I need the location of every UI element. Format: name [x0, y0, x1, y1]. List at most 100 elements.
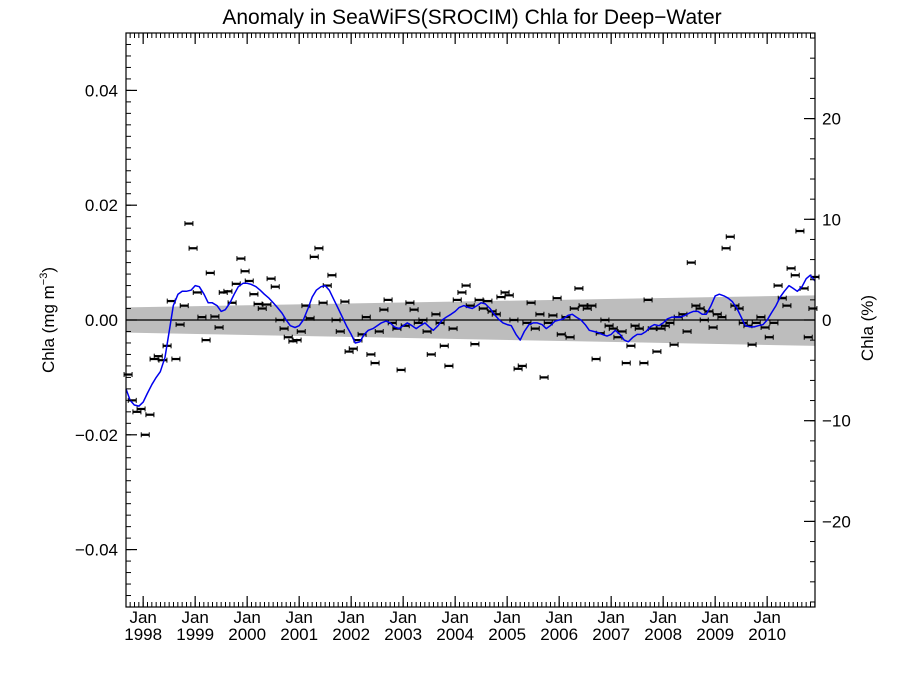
smoothed-line	[125, 274, 816, 407]
x-tick-month: Jan	[233, 608, 260, 627]
y2-tick-label: 20	[822, 110, 841, 129]
data-point	[314, 245, 324, 251]
data-point	[656, 326, 666, 332]
data-point	[457, 289, 467, 295]
data-point	[500, 289, 510, 295]
data-point	[426, 351, 436, 357]
data-point	[266, 276, 276, 282]
tick-labels-group: Jan1998Jan1999Jan2000Jan2001Jan2002Jan20…	[75, 81, 851, 644]
data-point	[686, 260, 696, 266]
data-point	[444, 363, 454, 369]
data-point	[149, 356, 159, 362]
x-tick-year: 2005	[488, 625, 526, 644]
data-point	[769, 320, 779, 326]
x-tick-year: 2001	[280, 625, 318, 644]
data-point	[634, 326, 644, 332]
data-point	[530, 326, 540, 332]
y2-axis-label: Chla (%)	[858, 295, 877, 361]
data-point	[409, 307, 419, 313]
data-point	[145, 412, 155, 418]
data-point	[439, 343, 449, 349]
data-point	[695, 306, 705, 312]
data-point	[175, 322, 185, 328]
data-point	[383, 297, 393, 303]
data-point	[669, 342, 679, 348]
data-point	[556, 331, 566, 337]
x-tick-year: 2000	[228, 625, 266, 644]
data-point	[652, 349, 662, 355]
data-point	[270, 284, 280, 290]
x-tick-year: 2002	[332, 625, 370, 644]
data-point	[630, 323, 640, 329]
data-point	[405, 300, 415, 306]
data-point	[626, 343, 636, 349]
data-point	[171, 356, 181, 362]
x-tick-month: Jan	[389, 608, 416, 627]
data-point	[552, 295, 562, 301]
data-point	[262, 302, 272, 308]
data-point	[526, 300, 536, 306]
data-point	[509, 317, 519, 323]
y-axis-label: Chla (mg m−3)	[38, 267, 58, 373]
data-point	[223, 288, 233, 294]
data-point	[253, 301, 263, 307]
data-point	[201, 337, 211, 343]
data-point	[504, 292, 514, 298]
data-point	[569, 306, 579, 312]
x-tick-year: 2010	[748, 625, 786, 644]
data-point	[396, 367, 406, 373]
data-point	[309, 254, 319, 260]
data-point	[496, 294, 506, 300]
data-point	[712, 311, 722, 317]
data-point	[379, 307, 389, 313]
x-tick-month: Jan	[441, 608, 468, 627]
data-point	[205, 270, 215, 276]
data-point	[587, 303, 597, 309]
data-point	[786, 265, 796, 271]
data-point	[361, 314, 371, 320]
data-point	[725, 234, 735, 240]
data-point	[474, 297, 484, 303]
data-point	[600, 317, 610, 323]
data-point	[513, 366, 523, 372]
y2-tick-label: 10	[822, 210, 841, 229]
data-point	[639, 360, 649, 366]
x-tick-year: 2004	[436, 625, 474, 644]
data-point	[422, 328, 432, 334]
x-tick-year: 2007	[592, 625, 630, 644]
data-point	[773, 283, 783, 289]
data-point	[179, 303, 189, 309]
data-point	[366, 351, 376, 357]
x-tick-year: 2003	[384, 625, 422, 644]
data-point	[708, 324, 718, 330]
data-point	[691, 303, 701, 309]
x-tick-month: Jan	[493, 608, 520, 627]
data-point	[699, 317, 709, 323]
data-point	[158, 357, 168, 363]
data-point	[756, 314, 766, 320]
data-point	[283, 334, 293, 340]
y2-tick-label: 0	[822, 311, 831, 330]
data-point	[184, 221, 194, 227]
x-tick-year: 1998	[124, 625, 162, 644]
y-tick-label: 0.04	[85, 81, 118, 100]
data-point	[249, 291, 259, 297]
y-axis-label-close: )	[39, 267, 58, 273]
data-point	[296, 328, 306, 334]
data-point	[795, 228, 805, 234]
x-tick-month: Jan	[753, 608, 780, 627]
x-tick-month: Jan	[181, 608, 208, 627]
x-tick-month: Jan	[337, 608, 364, 627]
data-point	[418, 317, 428, 323]
data-point	[214, 324, 224, 330]
data-point	[565, 334, 575, 340]
axes-group	[125, 32, 816, 608]
x-tick-month: Jan	[597, 608, 624, 627]
data-point	[236, 256, 246, 262]
data-point	[240, 268, 250, 274]
data-point	[327, 272, 337, 278]
x-tick-month: Jan	[649, 608, 676, 627]
x-tick-month: Jan	[701, 608, 728, 627]
y-tick-label: 0.00	[85, 311, 118, 330]
